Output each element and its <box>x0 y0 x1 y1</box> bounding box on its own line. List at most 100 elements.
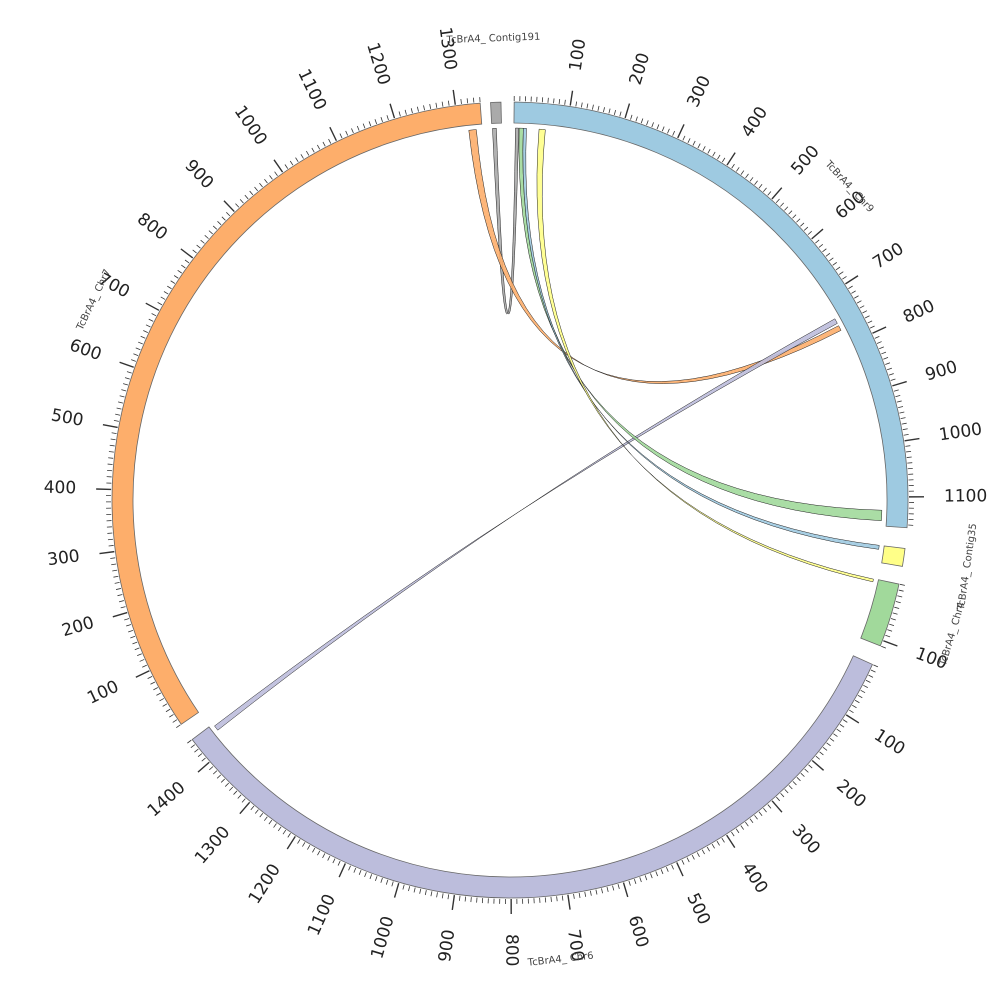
tick-label: 500 <box>787 142 823 180</box>
tick-label: 400 <box>738 103 772 141</box>
minor-tick <box>788 210 793 215</box>
minor-tick <box>128 630 134 633</box>
minor-tick <box>903 434 909 436</box>
minor-tick <box>881 351 887 355</box>
minor-tick <box>906 456 912 458</box>
minor-tick <box>863 684 868 688</box>
minor-tick <box>159 698 165 702</box>
minor-tick <box>184 259 190 264</box>
link-chr9-contig35 <box>522 127 880 550</box>
minor-tick <box>156 692 161 696</box>
minor-tick <box>651 122 654 128</box>
minor-tick <box>829 737 835 742</box>
minor-tick <box>429 103 432 110</box>
major-tick <box>389 103 396 119</box>
minor-tick <box>792 781 797 786</box>
minor-tick <box>887 629 893 632</box>
minor-tick <box>408 886 411 892</box>
minor-tick <box>297 839 301 844</box>
minor-tick <box>436 892 438 898</box>
minor-tick <box>707 148 711 154</box>
minor-tick <box>402 884 405 890</box>
minor-tick <box>758 184 763 189</box>
minor-tick <box>874 335 880 339</box>
tick-label: 1100 <box>293 66 330 114</box>
minor-tick <box>667 128 670 134</box>
minor-tick <box>687 138 691 144</box>
minor-tick <box>749 818 754 824</box>
tick-label: 300 <box>46 546 81 570</box>
minor-tick <box>235 203 240 208</box>
minor-tick <box>895 395 901 398</box>
minor-tick <box>613 109 617 115</box>
tick-label: 900 <box>180 156 217 193</box>
minor-tick <box>229 786 234 791</box>
minor-tick <box>601 888 603 894</box>
minor-tick <box>796 777 801 782</box>
minor-tick <box>113 575 119 578</box>
chromosome-label-chr7: TcBrA4_ Chr7 <box>74 268 113 333</box>
minor-tick <box>332 858 336 864</box>
minor-tick <box>558 99 561 105</box>
minor-tick <box>160 296 166 300</box>
minor-tick <box>200 239 205 244</box>
minor-tick <box>259 812 264 818</box>
minor-tick <box>630 114 633 120</box>
minor-tick <box>890 378 896 381</box>
minor-tick <box>108 451 114 453</box>
minor-tick <box>126 624 132 627</box>
major-tick <box>223 200 235 213</box>
minor-tick <box>364 872 367 878</box>
minor-tick <box>633 879 637 885</box>
tick-label: 100 <box>566 37 591 72</box>
minor-tick <box>212 225 218 230</box>
minor-tick <box>575 101 578 107</box>
link-chr7-chr9 <box>468 129 842 384</box>
minor-tick <box>735 828 740 834</box>
minor-tick <box>740 825 744 830</box>
tick-label: 1000 <box>367 914 398 961</box>
minor-tick <box>854 699 860 704</box>
major-tick <box>286 835 296 850</box>
major-tick <box>393 882 400 898</box>
minor-tick <box>419 888 422 894</box>
minor-tick <box>130 635 136 639</box>
minor-tick <box>249 190 254 196</box>
tick-label: 900 <box>435 928 459 963</box>
major-tick <box>676 862 684 877</box>
major-tick <box>112 611 128 618</box>
minor-tick <box>151 313 157 317</box>
minor-tick <box>435 102 438 108</box>
minor-tick <box>317 144 321 150</box>
tick-label: 500 <box>49 405 85 431</box>
minor-tick <box>337 860 341 866</box>
segment-chr4 <box>860 579 900 647</box>
minor-tick <box>584 891 587 897</box>
minor-tick <box>665 866 669 872</box>
minor-tick <box>143 330 148 333</box>
minor-tick <box>139 659 145 662</box>
minor-tick <box>864 315 870 319</box>
minor-tick <box>898 406 904 409</box>
minor-tick <box>302 842 306 847</box>
tick-label: 400 <box>737 859 771 897</box>
minor-tick <box>121 389 127 392</box>
major-tick <box>845 275 859 285</box>
minor-tick <box>901 422 907 425</box>
minor-tick <box>177 269 183 274</box>
minor-tick <box>731 831 735 837</box>
minor-tick <box>277 826 282 832</box>
minor-tick <box>589 890 592 896</box>
minor-tick <box>187 739 192 744</box>
minor-tick <box>351 128 354 134</box>
minor-tick <box>754 815 758 820</box>
major-tick <box>451 895 456 911</box>
minor-tick <box>682 135 686 141</box>
chromosome-label-contig35: TcBrA4_ Contig35 <box>956 523 980 612</box>
segment-contig35 <box>881 545 906 567</box>
minor-tick <box>894 606 900 609</box>
tick-label: 200 <box>626 51 655 88</box>
minor-tick <box>172 719 178 723</box>
minor-tick <box>353 867 357 873</box>
minor-tick <box>856 300 862 304</box>
